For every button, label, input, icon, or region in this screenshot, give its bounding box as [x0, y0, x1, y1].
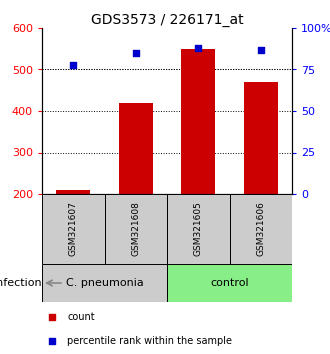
- Text: GSM321605: GSM321605: [194, 201, 203, 256]
- Bar: [118, 103, 153, 194]
- Text: control: control: [210, 278, 249, 288]
- Text: GSM321608: GSM321608: [131, 201, 140, 256]
- Text: GSM321606: GSM321606: [256, 201, 265, 256]
- Point: [258, 47, 263, 52]
- Text: infection: infection: [0, 278, 42, 288]
- Text: GSM321607: GSM321607: [69, 201, 78, 256]
- Text: percentile rank within the sample: percentile rank within the sample: [67, 336, 232, 347]
- Bar: [105, 194, 167, 264]
- Point: [50, 315, 55, 320]
- Point: [133, 50, 138, 56]
- Point: [196, 45, 201, 51]
- Bar: [167, 194, 229, 264]
- Bar: [181, 49, 215, 194]
- Bar: [229, 194, 292, 264]
- Bar: [42, 264, 167, 302]
- Point: [50, 339, 55, 344]
- Bar: [56, 190, 90, 194]
- Text: count: count: [67, 313, 95, 322]
- Title: GDS3573 / 226171_at: GDS3573 / 226171_at: [91, 13, 243, 27]
- Text: C. pneumonia: C. pneumonia: [66, 278, 143, 288]
- Point: [71, 62, 76, 67]
- Bar: [244, 82, 278, 194]
- Bar: [42, 194, 105, 264]
- Bar: [167, 264, 292, 302]
